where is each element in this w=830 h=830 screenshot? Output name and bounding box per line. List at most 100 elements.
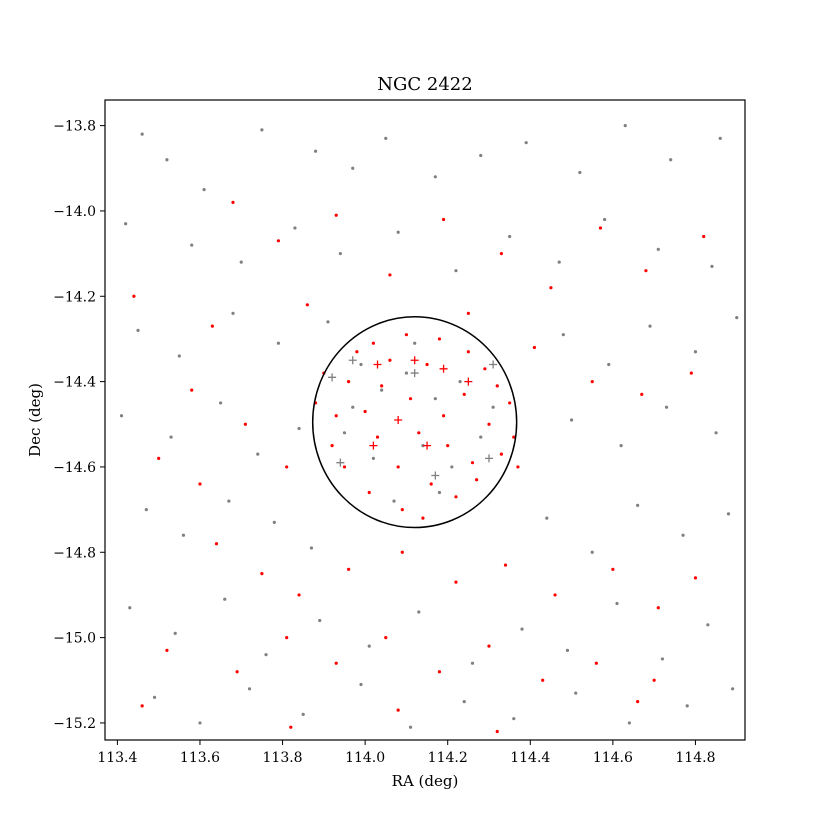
scatter-point bbox=[545, 516, 549, 520]
scatter-point bbox=[219, 401, 223, 405]
scatter-point bbox=[140, 132, 144, 136]
scatter-point bbox=[157, 456, 161, 460]
axis-ticks: 113.4 113.6 113.8 114.0 114.2 114.4 114.6 114.8… bbox=[53, 119, 715, 766]
scatter-point bbox=[524, 141, 528, 145]
scatter-point bbox=[718, 136, 722, 140]
scatter-point bbox=[499, 252, 503, 256]
scatter-point bbox=[541, 678, 545, 682]
scatter-point bbox=[396, 708, 400, 712]
scatter-point bbox=[330, 444, 334, 448]
scatter-point bbox=[260, 572, 264, 576]
x-tick-label: 113.4 bbox=[97, 750, 137, 766]
scatter-point bbox=[693, 576, 698, 580]
scatter-point bbox=[499, 452, 503, 456]
scatter-point bbox=[347, 567, 351, 571]
scatter-point bbox=[301, 712, 305, 717]
scatter-point bbox=[578, 170, 582, 175]
plot-frame bbox=[104, 99, 746, 741]
y-tick-label: −13.8 bbox=[53, 119, 96, 135]
scatter-point bbox=[512, 435, 516, 439]
scatter-point bbox=[289, 725, 293, 729]
scatter-point bbox=[413, 341, 417, 345]
scatter-point bbox=[454, 269, 458, 273]
scatter-point bbox=[417, 431, 421, 435]
x-tick-label: 114.4 bbox=[510, 750, 550, 766]
scatter-point bbox=[408, 397, 413, 401]
plus-marker bbox=[431, 471, 440, 480]
scatter-point bbox=[454, 495, 458, 499]
scatter-point bbox=[400, 550, 404, 554]
scatter-point bbox=[359, 362, 363, 367]
y-tick-label: −14.0 bbox=[53, 204, 96, 220]
scatter-point bbox=[243, 422, 247, 426]
scatter-point bbox=[334, 213, 338, 217]
scatter-point bbox=[446, 444, 450, 448]
scatter-point bbox=[619, 444, 623, 448]
scatter-point bbox=[503, 563, 508, 567]
scatter-point bbox=[669, 158, 673, 162]
scatter-point bbox=[396, 465, 400, 469]
scatter-point bbox=[334, 414, 338, 418]
scatter-point bbox=[326, 320, 330, 324]
scatter-point bbox=[689, 371, 693, 375]
x-axis-label: RA (deg) bbox=[392, 772, 459, 790]
scatter-point bbox=[128, 606, 132, 610]
scatter-point bbox=[441, 414, 446, 418]
scatter-point bbox=[462, 700, 466, 704]
scatter-point bbox=[371, 341, 375, 345]
plus-marker bbox=[336, 458, 345, 467]
scatter-point bbox=[421, 516, 425, 520]
plus-marker bbox=[410, 356, 419, 365]
scatter-point bbox=[355, 350, 359, 354]
scatter-point bbox=[173, 631, 177, 635]
scatter-point bbox=[437, 337, 442, 341]
scatter-point bbox=[454, 580, 458, 584]
scatter-point bbox=[495, 729, 499, 734]
scatter-point bbox=[285, 636, 289, 640]
scatter-point bbox=[569, 418, 574, 422]
plus-marker bbox=[369, 441, 378, 450]
scatter-point bbox=[198, 482, 202, 486]
scatter-point bbox=[334, 661, 338, 665]
scatter-point bbox=[165, 648, 169, 653]
y-axis-label: Dec (deg) bbox=[26, 383, 44, 457]
scatter-point bbox=[487, 422, 491, 426]
scatter-point bbox=[479, 153, 483, 158]
scatter-point bbox=[640, 392, 644, 396]
scatter-point bbox=[367, 644, 371, 648]
scatter-point bbox=[726, 512, 731, 516]
scatter-point bbox=[710, 264, 714, 268]
scatter-point bbox=[512, 717, 516, 721]
scatter-point bbox=[433, 397, 437, 401]
scatter-point bbox=[458, 380, 462, 384]
scatter-point bbox=[508, 401, 512, 405]
scatter-point bbox=[437, 490, 442, 495]
scatter-point bbox=[239, 260, 243, 264]
scatter-point bbox=[318, 618, 322, 623]
scatter-point bbox=[520, 627, 524, 631]
scatter-point bbox=[388, 358, 392, 362]
scatter-point bbox=[359, 682, 363, 687]
scatter-point bbox=[466, 350, 470, 354]
y-tick-label: −15.0 bbox=[53, 631, 96, 647]
scatter-point bbox=[441, 217, 446, 222]
y-tick-label: −15.2 bbox=[53, 716, 96, 732]
scatter-point bbox=[495, 384, 499, 388]
scatter-point bbox=[380, 384, 384, 388]
scatter-point bbox=[384, 636, 388, 640]
scatter-point bbox=[508, 234, 512, 239]
scatter-point bbox=[487, 644, 491, 648]
scatter-point bbox=[235, 670, 239, 674]
plus-marker bbox=[394, 416, 403, 424]
scatter-point bbox=[404, 371, 409, 375]
x-tick-label: 114.8 bbox=[675, 750, 715, 766]
scatter-point bbox=[706, 623, 710, 627]
scatter-point bbox=[181, 533, 186, 537]
x-tick-label: 114.6 bbox=[593, 750, 633, 766]
scatter-point bbox=[380, 388, 384, 392]
scatter-point bbox=[479, 435, 483, 439]
scatter-point bbox=[247, 687, 252, 691]
scatter-point bbox=[681, 533, 685, 537]
scatter-point bbox=[119, 414, 124, 418]
scatter-point bbox=[132, 294, 136, 298]
